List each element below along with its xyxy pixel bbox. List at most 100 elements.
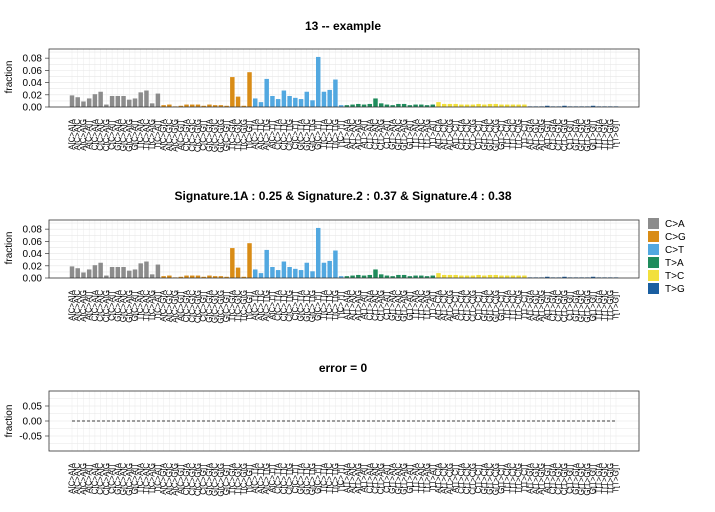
- x-tick-label: C[C>G]C: [188, 290, 197, 323]
- x-tick-label: T[C>G]T: [245, 463, 254, 494]
- x-tick-label: A[C>G]C: [165, 119, 174, 151]
- bar: [476, 103, 481, 107]
- x-tick-label: A[C>G]A: [159, 118, 168, 150]
- x-tick-label: A[C>G]T: [176, 119, 185, 150]
- bar: [384, 275, 390, 278]
- bar: [350, 275, 355, 278]
- bar: [430, 275, 435, 278]
- bar: [241, 105, 247, 107]
- bar: [459, 275, 464, 278]
- x-tick-label: A[T>G]T: [543, 119, 552, 150]
- x-tick-label: A[C>G]T: [176, 290, 185, 321]
- x-tick-label: C[C>T]C: [279, 290, 288, 322]
- y-tick-label: 0.00: [23, 417, 43, 428]
- x-tick-label: A[C>A]C: [73, 463, 82, 495]
- x-tick-label: T[T>C]T: [520, 463, 529, 493]
- x-tick-label: T[C>T]C: [325, 119, 334, 150]
- bar: [218, 105, 224, 107]
- x-tick-label: A[C>A]G: [79, 119, 88, 151]
- x-tick-label: C[T>A]C: [371, 463, 380, 494]
- x-tick-label: A[T>C]C: [440, 119, 449, 150]
- x-tick-label: C[C>T]G: [285, 119, 294, 151]
- x-tick-label: C[C>A]C: [96, 290, 105, 322]
- y-tick-label: 0.00: [23, 103, 43, 114]
- x-tick-label: G[T>G]T: [589, 119, 598, 150]
- x-tick-label: T[T>A]C: [417, 119, 426, 149]
- x-tick-label: G[T>G]A: [571, 289, 580, 321]
- x-tick-label: G[C>A]A: [113, 118, 122, 150]
- x-tick-label: A[T>C]A: [434, 462, 443, 493]
- x-tick-label: G[T>G]G: [583, 463, 592, 496]
- x-tick-label: A[T>A]C: [348, 463, 357, 494]
- x-tick-label: C[T>A]G: [377, 290, 386, 321]
- x-tick-label: T[T>A]G: [423, 463, 432, 493]
- bar: [482, 275, 487, 278]
- y-axis-label: fraction: [4, 405, 15, 438]
- x-tick-label: G[C>G]G: [216, 119, 225, 153]
- x-tick-label: A[T>G]G: [537, 290, 546, 322]
- x-tick-label: G[C>G]T: [222, 463, 231, 495]
- x-tick-label: T[T>C]G: [514, 463, 523, 494]
- bar: [184, 104, 189, 107]
- x-tick-label: T[C>A]C: [142, 290, 151, 321]
- x-tick-label: C[T>C]T: [474, 119, 483, 150]
- x-tick-label: G[T>C]T: [497, 119, 506, 150]
- bar: [430, 104, 435, 107]
- x-tick-label: A[T>A]T: [360, 463, 369, 493]
- x-tick-label: G[T>C]A: [480, 118, 489, 150]
- x-tick-label: T[C>A]A: [136, 289, 145, 320]
- x-tick-label: C[T>C]A: [457, 118, 466, 150]
- x-tick-label: T[C>G]C: [234, 119, 243, 151]
- x-tick-label: A[C>A]A: [68, 118, 77, 150]
- bar: [247, 72, 252, 107]
- bar: [413, 275, 418, 278]
- x-tick-label: C[T>A]A: [365, 289, 374, 320]
- x-tick-label: T[T>A]C: [417, 290, 426, 320]
- x-tick-label: A[T>A]A: [342, 462, 351, 493]
- bar: [482, 104, 487, 107]
- x-tick-label: C[T>G]C: [554, 290, 563, 322]
- x-tick-label: A[T>A]G: [354, 463, 363, 494]
- bar: [86, 98, 92, 107]
- x-tick-label: T[T>A]T: [428, 290, 437, 319]
- x-tick-label: G[T>C]T: [497, 290, 506, 321]
- bar: [86, 269, 92, 278]
- x-tick-label: A[C>G]A: [159, 289, 168, 321]
- bar: [178, 276, 184, 278]
- x-tick-label: C[C>T]T: [291, 119, 300, 150]
- x-tick-label: C[T>A]G: [377, 463, 386, 494]
- x-tick-label: T[T>G]G: [606, 463, 615, 494]
- bar: [92, 94, 98, 107]
- panel-title: error = 0: [319, 361, 368, 375]
- x-tick-label: T[C>A]T: [153, 463, 162, 493]
- x-tick-label: T[C>G]G: [239, 290, 248, 322]
- x-tick-label: C[T>A]T: [382, 290, 391, 320]
- y-tick-label: 0.02: [23, 261, 43, 272]
- x-tick-label: C[C>G]C: [188, 119, 197, 152]
- bar: [401, 274, 407, 278]
- x-tick-label: C[C>T]G: [285, 463, 294, 495]
- x-tick-label: G[T>A]C: [394, 463, 403, 495]
- x-tick-label: T[C>G]T: [245, 119, 254, 150]
- x-tick-label: G[C>A]G: [125, 463, 134, 496]
- x-tick-label: C[C>A]A: [90, 462, 99, 494]
- y-axis-label: fraction: [4, 232, 15, 265]
- bar: [149, 103, 155, 107]
- x-tick-label: A[T>G]G: [537, 463, 546, 495]
- x-tick-label: G[C>T]T: [314, 290, 323, 321]
- legend-label: C>A: [665, 219, 685, 230]
- x-tick-label: T[C>G]G: [239, 119, 248, 151]
- panel-signature-reconstruction: Signature.1A : 0.25 & Signature.2 : 0.37…: [4, 189, 640, 324]
- bar: [401, 103, 407, 107]
- x-tick-label: A[T>A]T: [360, 119, 369, 149]
- x-tick-label: G[T>A]C: [394, 290, 403, 322]
- x-tick-label: A[T>G]A: [526, 462, 535, 494]
- x-tick-label: C[T>G]A: [549, 289, 558, 321]
- x-tick-label: T[T>G]T: [612, 463, 621, 493]
- x-tick-label: G[T>G]G: [583, 290, 592, 323]
- y-tick-label: -0.05: [19, 432, 42, 443]
- bar: [161, 105, 166, 107]
- bar: [109, 267, 115, 278]
- x-tick-label: T[C>T]G: [331, 463, 340, 494]
- bar: [69, 95, 75, 107]
